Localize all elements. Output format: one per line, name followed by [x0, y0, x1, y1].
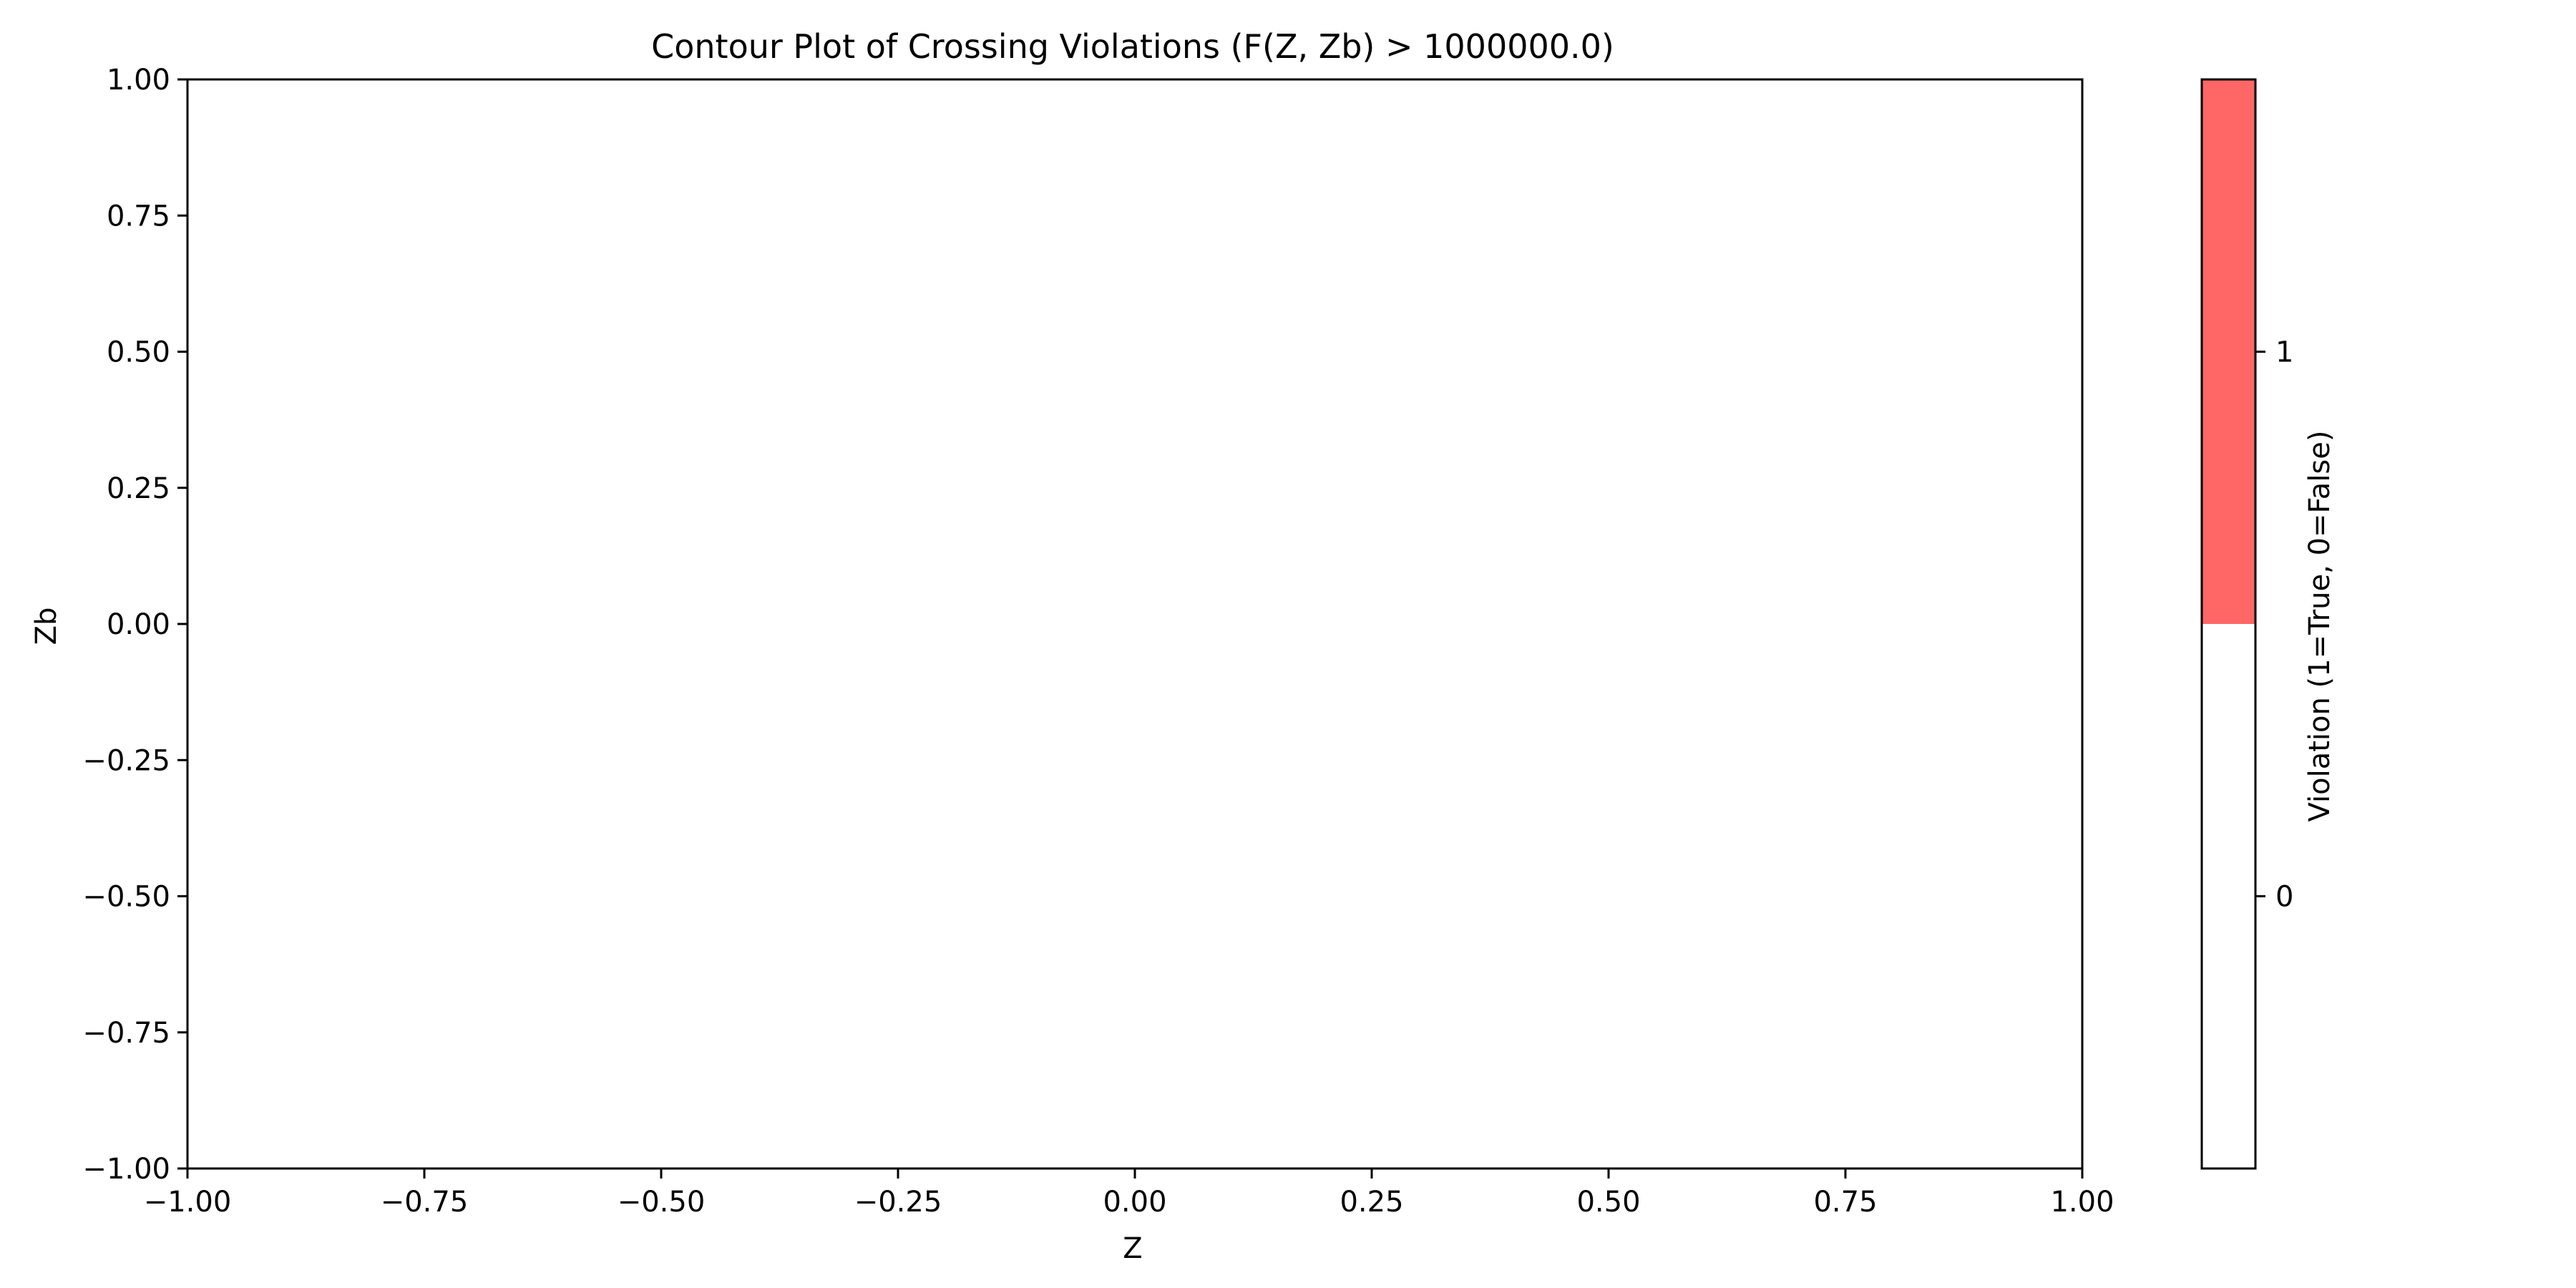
plot-background: [187, 79, 2082, 1169]
y-tick-label: 0.75: [107, 200, 170, 233]
x-tick-label: −0.50: [618, 1186, 706, 1219]
y-tick-label: −1.00: [82, 1153, 170, 1186]
colorbar-tick-label: 0: [2275, 881, 2293, 914]
y-axis: −1.00 −0.75 −0.50 −0.25 0.00 0.25 0.50 0.75 1.00: [82, 64, 187, 1186]
x-axis-label: Z: [1123, 1232, 1142, 1265]
y-tick-label: 0.25: [107, 472, 170, 505]
colorbar-frame: [2200, 78, 2257, 1170]
colorbar-level: [2202, 624, 2255, 1169]
y-tick-label: 0.50: [107, 336, 170, 369]
y-tick-label: −0.25: [82, 744, 170, 777]
y-tick-label: −0.50: [82, 881, 170, 914]
colorbar-label: Violation (1=True, 0=False): [2303, 431, 2336, 822]
chart-title: Contour Plot of Crossing Violations (F(Z…: [651, 27, 1614, 66]
colorbar-level: [2202, 79, 2255, 624]
x-tick-label: 0.00: [1103, 1186, 1166, 1219]
y-axis-label: Zb: [30, 608, 63, 645]
x-axis: −1.00 −0.75 −0.50 −0.25 0.00 0.25 0.50 0.75 1.00: [144, 1169, 2114, 1219]
x-tick-label: −1.00: [144, 1186, 232, 1219]
x-tick-label: −0.25: [854, 1186, 942, 1219]
plot-area: [186, 78, 2084, 1170]
y-tick-label: −0.75: [82, 1017, 170, 1050]
x-tick-label: −0.75: [381, 1186, 469, 1219]
x-tick-label: 0.50: [1576, 1186, 1640, 1219]
colorbar-levels: [2202, 79, 2255, 1169]
colorbar: 01 Violation (1=True, 0=False): [2200, 78, 2336, 1170]
y-tick-label: 1.00: [107, 64, 170, 97]
colorbar-tick-label: 1: [2275, 336, 2293, 369]
x-tick-label: 1.00: [2050, 1186, 2114, 1219]
y-tick-label: 0.00: [107, 608, 170, 641]
colorbar-ticks: 01: [2255, 336, 2293, 914]
x-tick-label: 0.75: [1813, 1186, 1877, 1219]
x-tick-label: 0.25: [1340, 1186, 1403, 1219]
